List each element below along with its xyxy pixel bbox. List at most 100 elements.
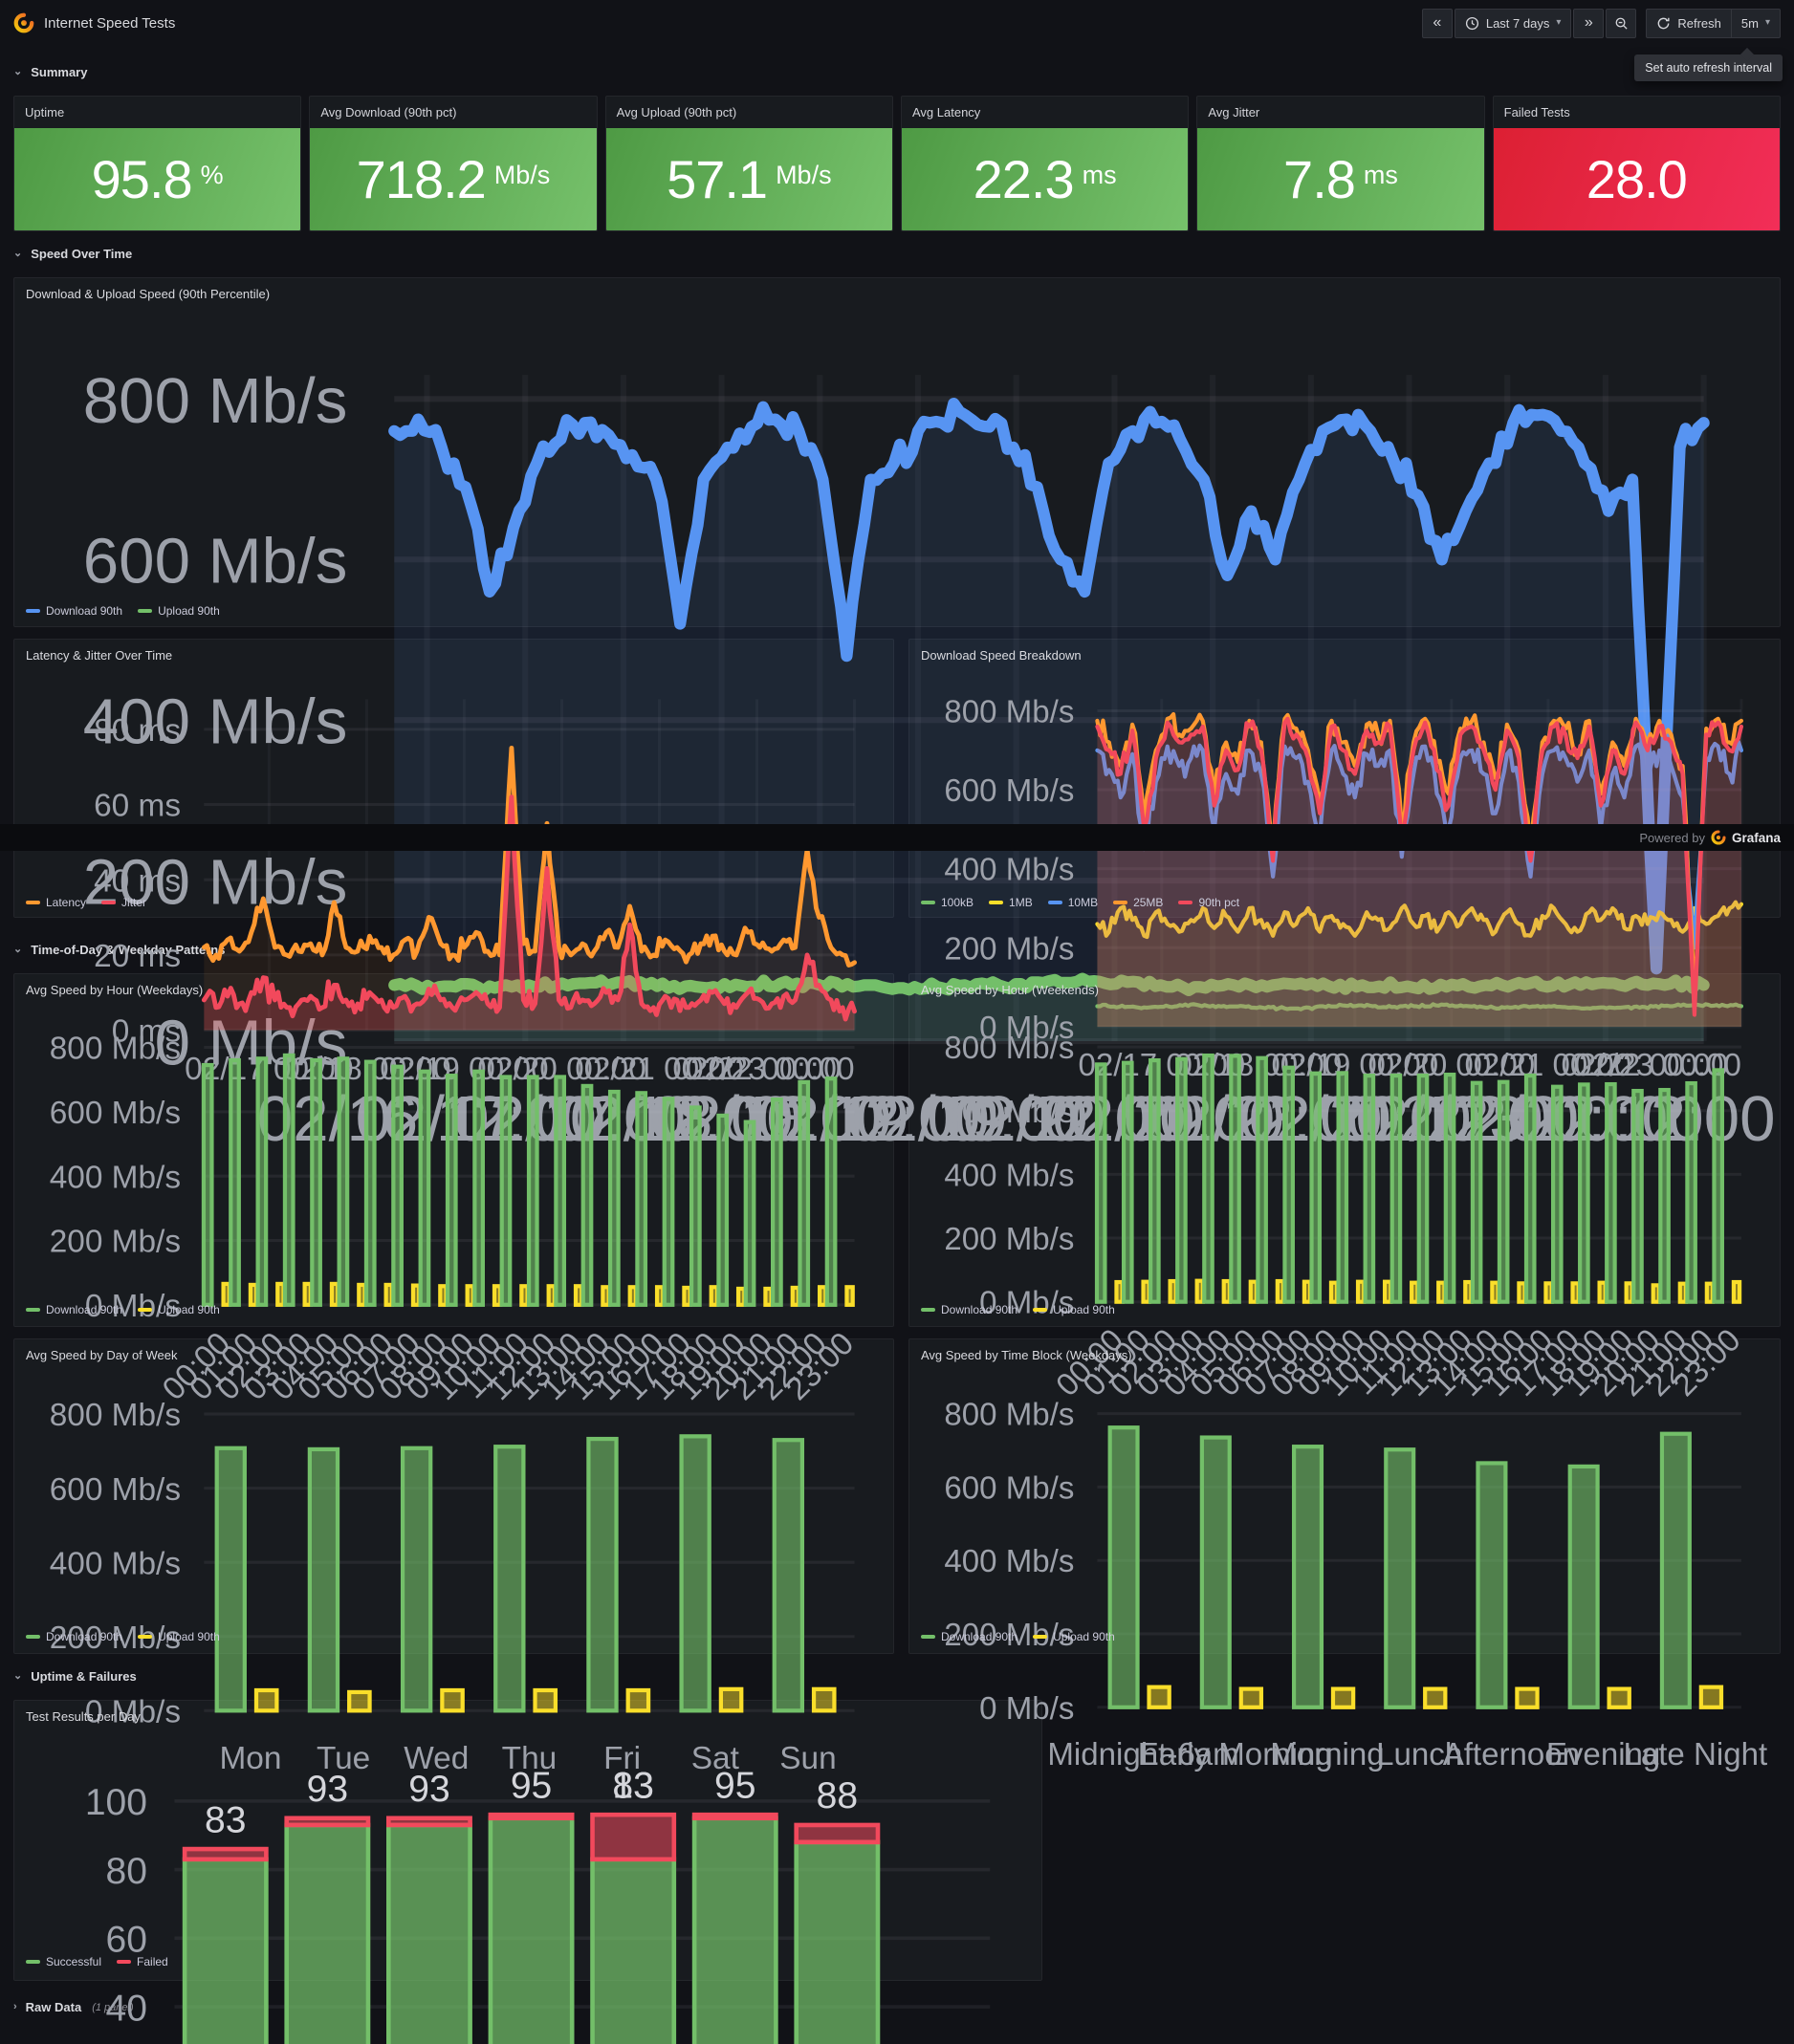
svg-text:Sat: Sat	[691, 1741, 740, 1776]
legend-swatch	[138, 1635, 153, 1639]
legend-item-10mb[interactable]: 10MB	[1047, 896, 1099, 909]
chart-legend: Download 90th Upload 90th	[26, 1630, 220, 1643]
stat-value-area: 7.8 ms	[1197, 128, 1484, 230]
svg-text:0 Mb/s: 0 Mb/s	[85, 1289, 181, 1324]
test-results-chart[interactable]: 1008060402008316.02.9317.02.9318.02.9519…	[18, 1729, 1038, 2044]
refresh-button[interactable]: Refresh	[1646, 8, 1731, 38]
stat-value-area: 95.8%	[14, 128, 301, 230]
legend-item-failed[interactable]: Failed	[117, 1955, 168, 1968]
summary-stats-row: Uptime 95.8% Avg Download (90th pct) 718.2 M…	[13, 96, 1781, 231]
legend-label: 100kB	[941, 896, 974, 909]
refresh-interval-dropdown[interactable]: 5m ▾	[1730, 8, 1781, 38]
legend-item-upload-90th[interactable]: Upload 90th	[138, 1630, 220, 1643]
section-speed-over-time[interactable]: ⌄ Speed Over Time	[13, 247, 132, 261]
section-raw-data[interactable]: › Raw Data (1 panel)	[13, 2000, 134, 2014]
legend-item-upload-90th[interactable]: Upload 90th	[1033, 1630, 1115, 1643]
svg-text:800 Mb/s: 800 Mb/s	[50, 1398, 181, 1433]
stat-unit: %	[200, 161, 224, 189]
svg-text:400 Mb/s: 400 Mb/s	[83, 686, 348, 758]
legend-label: 10MB	[1067, 896, 1099, 909]
stat-title: Avg Upload (90th pct)	[616, 105, 737, 120]
legend-item-latency[interactable]: Latency	[26, 896, 86, 909]
time-range-label: Last 7 days	[1485, 15, 1550, 31]
zoom-out-icon	[1614, 16, 1629, 31]
legend-label: Download 90th	[46, 604, 123, 618]
stat-title: Avg Latency	[911, 105, 981, 120]
legend-item-1mb[interactable]: 1MB	[989, 896, 1033, 909]
grafana-logo-icon	[13, 12, 34, 33]
zoom-out-button[interactable]	[1606, 8, 1637, 38]
section-patterns[interactable]: ⌄ Time-of-Day & Weekday Patterns	[13, 943, 225, 957]
svg-text:0 ms: 0 ms	[112, 1014, 181, 1050]
svg-text:0 Mb/s: 0 Mb/s	[979, 1691, 1074, 1727]
section-uptime-label: Uptime & Failures	[31, 1669, 137, 1684]
chevron-down-icon: ⌄	[13, 1670, 23, 1682]
legend-label: Upload 90th	[158, 1303, 220, 1316]
legend-item-upload-90th[interactable]: Upload 90th	[138, 604, 220, 618]
page-title: Internet Speed Tests	[44, 14, 176, 32]
stat-value: 22.3	[973, 149, 1075, 209]
svg-text:02/20 00:00: 02/20 00:00	[945, 1083, 1284, 1155]
stat-panel-failed-tests: Failed Tests 28.0	[1492, 96, 1781, 231]
stat-title: Avg Jitter	[1208, 105, 1260, 120]
legend-item-jitter[interactable]: Jitter	[101, 896, 146, 909]
section-raw-label: Raw Data	[25, 2000, 82, 2014]
legend-label: Upload 90th	[158, 1630, 220, 1643]
legend-item-90th-pct[interactable]: 90th pct	[1178, 896, 1239, 909]
chart-legend: Download 90th Upload 90th	[26, 604, 220, 618]
legend-item-download-90th[interactable]: Download 90th	[26, 1303, 122, 1316]
download-breakdown-chart[interactable]: 800 Mb/s 600 Mb/s 400 Mb/s 200 Mb/s 0 Mb/s 02…	[913, 670, 1776, 1101]
legend-item-upload-90th[interactable]: Upload 90th	[1033, 1303, 1115, 1316]
legend-label: 25MB	[1133, 896, 1164, 909]
section-uptime-failures[interactable]: ⌄ Uptime & Failures	[13, 1669, 137, 1684]
svg-text:200 Mb/s: 200 Mb/s	[944, 931, 1074, 967]
legend-item-download-90th[interactable]: Download 90th	[26, 1630, 122, 1643]
legend-item-download-90th[interactable]: Download 90th	[921, 1630, 1017, 1643]
stat-value: 7.8	[1283, 149, 1356, 209]
svg-text:Tue: Tue	[317, 1741, 370, 1776]
legend-label: Failed	[137, 1955, 168, 1968]
section-patterns-label: Time-of-Day & Weekday Patterns	[31, 943, 226, 957]
refresh-group: Refresh 5m ▾	[1646, 8, 1781, 38]
svg-text:83: 83	[205, 1799, 246, 1840]
svg-text:200 Mb/s: 200 Mb/s	[83, 847, 348, 919]
legend-swatch	[1033, 1635, 1048, 1639]
svg-text:400 Mb/s: 400 Mb/s	[50, 1546, 181, 1581]
svg-text:600 Mb/s: 600 Mb/s	[944, 773, 1074, 809]
svg-text:02/21 00:00: 02/21 00:00	[575, 1052, 743, 1087]
legend-swatch	[101, 901, 117, 904]
legend-label: 1MB	[1009, 896, 1033, 909]
svg-text:Afternoon: Afternoon	[1443, 1737, 1580, 1772]
panel-hour-weekdays: Avg Speed by Hour (Weekdays) 800 Mb/s 600…	[13, 973, 894, 1407]
svg-text:80: 80	[106, 1851, 147, 1892]
day-of-week-chart[interactable]: 800 Mb/s 600 Mb/s 400 Mb/s 200 Mb/s 0 Mb/s Mo…	[18, 1368, 889, 1804]
legend-item-upload-90th[interactable]: Upload 90th	[138, 1303, 220, 1316]
legend-swatch	[26, 901, 40, 904]
time-range-picker[interactable]: Last 7 days ▾	[1454, 8, 1572, 38]
svg-text:Sun: Sun	[779, 1741, 836, 1776]
legend-item-download-90th[interactable]: Download 90th	[921, 1303, 1017, 1316]
dashboard-header: Internet Speed Tests « Last 7 days ▾ »	[0, 0, 1794, 46]
powered-by-brand: Grafana	[1731, 830, 1781, 845]
time-back-button[interactable]: «	[1421, 8, 1453, 38]
time-forward-button[interactable]: »	[1573, 8, 1605, 38]
legend-item-25mb[interactable]: 25MB	[1113, 896, 1163, 909]
legend-label: Download 90th	[941, 1630, 1018, 1643]
section-summary[interactable]: ⌄ Summary	[13, 65, 87, 79]
legend-label: Download 90th	[46, 1630, 123, 1643]
panel-title: Avg Speed by Hour (Weekends)	[921, 983, 1099, 997]
time-block-chart[interactable]: 800 Mb/s 600 Mb/s 400 Mb/s 200 Mb/s 0 Mb/s Mi…	[913, 1368, 1776, 1799]
panel-latency-jitter: Latency & Jitter Over Time 80 ms 60 ms 40 …	[13, 639, 894, 1087]
legend-item-download-90th[interactable]: Download 90th	[26, 604, 122, 618]
svg-text:95: 95	[714, 1765, 755, 1806]
legend-item-successful[interactable]: Successful	[26, 1955, 101, 1968]
legend-item-100kb[interactable]: 100kB	[921, 896, 974, 909]
section-summary-label: Summary	[31, 65, 88, 79]
powered-by-band: Powered by Grafana	[0, 824, 1794, 851]
svg-text:600 Mb/s: 600 Mb/s	[944, 1470, 1074, 1506]
svg-text:200 Mb/s: 200 Mb/s	[944, 1222, 1074, 1257]
legend-swatch	[138, 1308, 153, 1312]
